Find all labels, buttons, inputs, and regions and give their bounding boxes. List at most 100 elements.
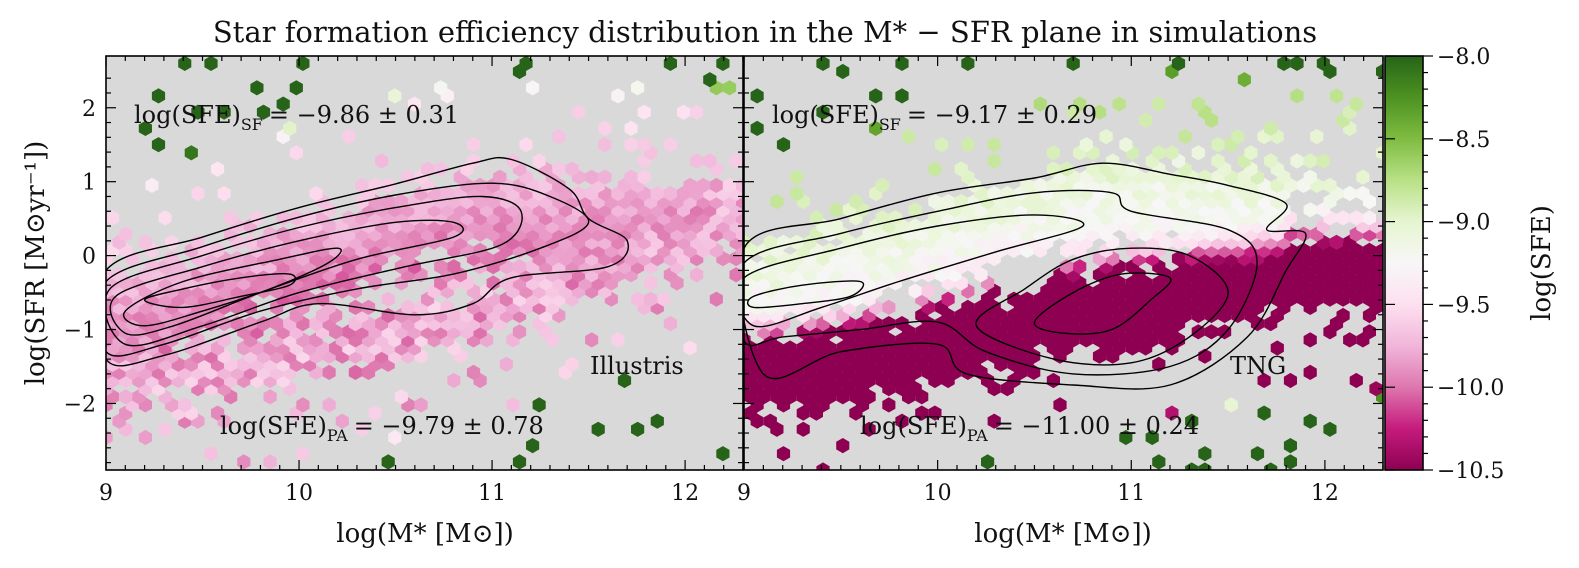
- hexbin-cell: [1020, 291, 1034, 307]
- hexbin-cell: [243, 234, 257, 250]
- annotation-sfe-sf: log(SFE)SF = −9.17 ± 0.29: [772, 101, 1097, 134]
- y-tick-label: 0: [82, 245, 96, 270]
- hexbin-cell: [296, 446, 310, 462]
- hexbin-cell: [1053, 397, 1067, 413]
- hexbin-cell: [1323, 177, 1337, 193]
- hexbin-cell: [729, 153, 743, 169]
- hexbin-cell: [617, 372, 632, 389]
- hexbin-cell: [466, 137, 481, 153]
- hexbin-layer: [106, 56, 743, 470]
- y-tick-label: 2: [82, 97, 96, 122]
- annotation-sf-value: = −9.86 ± 0.31: [269, 101, 459, 129]
- hexbin-cell: [816, 56, 830, 71]
- hexbin-cell: [191, 104, 205, 120]
- hexbin-cell: [532, 397, 546, 413]
- hexbin-cell: [1376, 242, 1383, 258]
- hexbin-cell: [1362, 324, 1376, 340]
- hexbin-cell: [361, 299, 376, 315]
- hexbin-cell: [1007, 291, 1021, 307]
- hexbin-cell: [882, 299, 896, 315]
- hexbin-cell: [394, 389, 408, 405]
- hexbin-cell: [763, 413, 777, 429]
- hexbin-cell: [106, 267, 113, 283]
- hexbin-cell: [961, 56, 975, 71]
- hexbin-cell: [1224, 397, 1238, 413]
- hexbin-cell: [1211, 153, 1225, 169]
- hexbin-cell: [928, 405, 942, 421]
- density-contour: [744, 189, 1258, 376]
- colorbar-tick-label: −9.0: [1437, 211, 1490, 236]
- hexbin-cell: [1329, 88, 1344, 104]
- hexbin-cell: [440, 185, 454, 202]
- hexbin-cell: [987, 413, 1001, 429]
- x-tick-label: 9: [737, 481, 751, 506]
- hexbin-cell: [434, 259, 448, 275]
- x-axis-label: log(M* [M⊙]): [974, 519, 1151, 549]
- hexbin-cell: [961, 137, 975, 153]
- hexbin-cell: [816, 462, 830, 470]
- colorbar-gradient: [1385, 56, 1423, 470]
- hexbin-cell: [1264, 120, 1278, 136]
- hexbin-cell: [1073, 259, 1087, 275]
- annotation-pa-value: = −11.00 ± 0.24: [994, 412, 1199, 440]
- y-tick-label: 1: [82, 171, 96, 196]
- hexbin-cell: [598, 169, 612, 185]
- hexbin-cell: [1362, 242, 1376, 258]
- hexbin-cell: [375, 153, 389, 169]
- hexbin-cell: [637, 137, 651, 153]
- colorbar-ticks: −8.0 −8.5 −9.0 −9.5 −10.0 −10.5: [1385, 45, 1504, 484]
- hexbin-cell: [1362, 210, 1376, 226]
- x-tick-label: 11: [478, 481, 506, 506]
- hexbin-cell: [598, 137, 612, 153]
- x-tick-label: 10: [285, 481, 313, 506]
- hexbin-cell: [1231, 129, 1245, 145]
- hexbin-cell: [882, 316, 896, 332]
- hexbin-cell: [809, 210, 823, 226]
- hexbin-cell: [836, 63, 850, 80]
- annotation-pa-subscript: PA: [327, 426, 348, 445]
- hexbin-cell: [1073, 96, 1087, 112]
- hexbin-cell: [1060, 161, 1074, 177]
- annotation-sf-value: = −9.17 ± 0.29: [907, 101, 1097, 129]
- density-contour: [744, 214, 1085, 328]
- hexbin-cell: [908, 283, 922, 299]
- hexbin-cell: [499, 356, 513, 372]
- hexbin-cell: [696, 177, 710, 193]
- hexbin-cell: [368, 405, 382, 421]
- hexbin-cell: [631, 80, 645, 96]
- hexbin-cell: [289, 80, 303, 96]
- hexbin-cell: [381, 194, 395, 210]
- colorbar-tick-label: −8.0: [1437, 45, 1490, 70]
- y-axis-label: log(SFR [M⊙yr⁻¹]): [21, 141, 51, 386]
- hexbin-cell: [1244, 145, 1258, 161]
- hexbin-cell: [119, 389, 133, 405]
- hexbin-cell: [1283, 454, 1297, 470]
- hexbin-cell: [151, 88, 166, 104]
- hexbin-cell: [1349, 96, 1363, 112]
- hexbin-cell: [138, 120, 152, 136]
- hexbin-cell: [869, 120, 883, 136]
- hexbin-cell: [776, 446, 791, 462]
- hexbin-cell: [928, 161, 942, 177]
- hexbin-cell: [1323, 421, 1337, 437]
- hexbin-cell: [1165, 405, 1179, 421]
- hexbin-cell: [703, 153, 717, 169]
- hexbin-cell: [512, 259, 527, 275]
- hexbin-cell: [250, 80, 264, 96]
- hexbin-cell: [1139, 112, 1153, 128]
- hexbin-cell: [1033, 96, 1047, 112]
- hexbin-cell: [237, 454, 251, 470]
- hexbin-cell: [1303, 169, 1317, 185]
- hexbin-cell: [1343, 332, 1357, 348]
- hexbin-cell: [1343, 185, 1357, 202]
- hexbin-cell: [1376, 145, 1383, 161]
- hexbin-cell: [532, 153, 546, 169]
- hexbin-cell: [204, 56, 218, 71]
- colorbar-tick-label: −10.5: [1437, 459, 1504, 484]
- hexbin-cell: [1303, 202, 1317, 218]
- hexbin-cell: [1237, 72, 1251, 88]
- hexbin-cell: [624, 137, 638, 153]
- hexbin-cell: [663, 56, 677, 71]
- hexbin-cell: [473, 242, 487, 258]
- hexbin-cell: [1171, 251, 1186, 267]
